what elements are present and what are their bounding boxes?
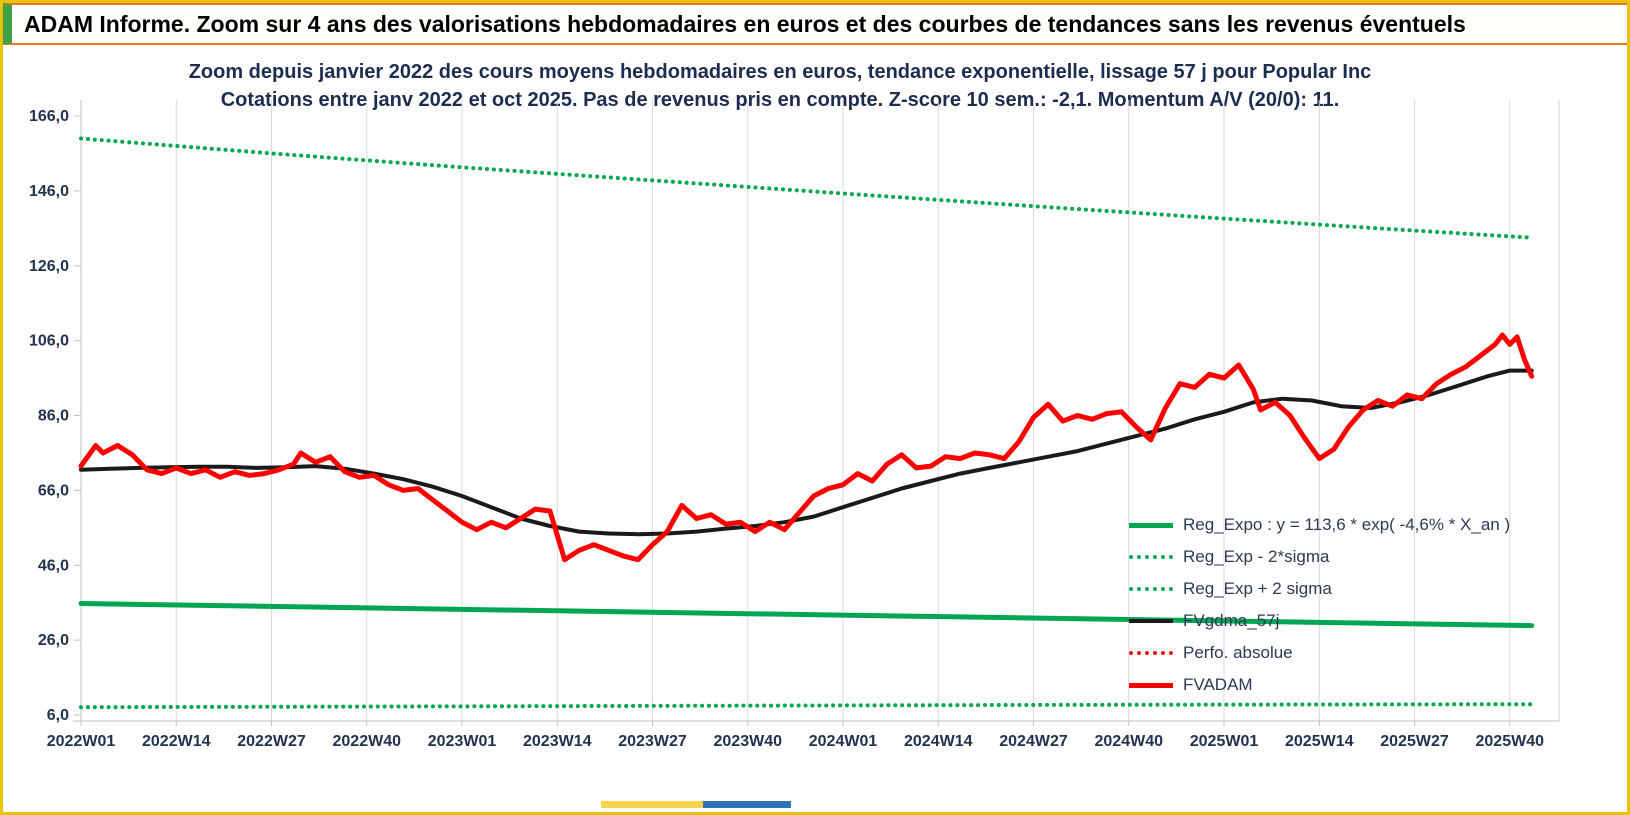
svg-text:2023W14: 2023W14 [523, 733, 592, 750]
svg-text:2025W40: 2025W40 [1476, 733, 1545, 750]
legend-item-reg-exp-minus-2sigma: Reg_Exp - 2*sigma [1129, 541, 1510, 573]
legend-label-perfo-absolue: Perfo. absolue [1183, 643, 1293, 662]
svg-text:106,0: 106,0 [29, 333, 69, 350]
legend-item-reg-exp-plus-2sigma: Reg_Exp + 2 sigma [1129, 573, 1510, 605]
legend-label-reg-exp-minus-2sigma: Reg_Exp - 2*sigma [1183, 547, 1330, 566]
svg-text:2025W01: 2025W01 [1190, 733, 1259, 750]
chart-area: Zoom depuis janvier 2022 des cours moyen… [3, 45, 1627, 808]
legend-item-fvgdma-57j: FVgdma_57j [1129, 605, 1510, 637]
green-dotted-line-sample [1129, 555, 1173, 559]
legend-label-fvgdma-57j: FVgdma_57j [1183, 611, 1280, 630]
svg-text:2022W14: 2022W14 [142, 733, 211, 750]
svg-text:46,0: 46,0 [38, 557, 69, 574]
legend-item-fvadam: FVADAM [1129, 669, 1510, 701]
price-trend-chart: 6,0 26,0 46,0 66,0 86,0 106,0 126,0 146,0 166,0 2… [29, 100, 1560, 750]
svg-text:166,0: 166,0 [29, 108, 69, 125]
svg-text:86,0: 86,0 [38, 408, 69, 425]
chart-legend: Reg_Expo : y = 113,6 * exp( -4,6% * X_an… [1129, 509, 1510, 701]
legend-item-perfo-absolue: Perfo. absolue [1129, 637, 1510, 669]
svg-text:2024W14: 2024W14 [904, 733, 973, 750]
green-dotted-line-sample [1129, 587, 1173, 591]
black-solid-line-sample [1129, 619, 1173, 623]
legend-item-reg-expo: Reg_Expo : y = 113,6 * exp( -4,6% * X_an… [1129, 509, 1510, 541]
chart-title-line1: Zoom depuis janvier 2022 des cours moyen… [188, 61, 1372, 83]
bottom-yellow-accent [601, 801, 703, 808]
svg-text:2022W40: 2022W40 [333, 733, 402, 750]
window-title: ADAM Informe. Zoom sur 4 ans des valoris… [24, 10, 1466, 37]
svg-text:66,0: 66,0 [38, 482, 69, 499]
svg-text:2024W01: 2024W01 [809, 733, 878, 750]
svg-text:126,0: 126,0 [29, 258, 69, 275]
svg-text:2023W01: 2023W01 [428, 733, 497, 750]
chart-title-line2: Cotations entre janv 2022 et oct 2025. P… [220, 89, 1340, 111]
green-solid-line-sample [1129, 522, 1173, 528]
svg-text:146,0: 146,0 [29, 183, 69, 200]
svg-text:2022W01: 2022W01 [47, 733, 116, 750]
svg-text:2024W27: 2024W27 [999, 733, 1068, 750]
bottom-scrollbar-thumb[interactable] [703, 801, 791, 808]
svg-text:2024W40: 2024W40 [1095, 733, 1164, 750]
svg-text:2023W27: 2023W27 [618, 733, 687, 750]
bottom-accent-bars [601, 801, 791, 808]
legend-label-reg-expo: Reg_Expo : y = 113,6 * exp( -4,6% * X_an… [1183, 515, 1511, 534]
legend-label-reg-exp-plus-2sigma: Reg_Exp + 2 sigma [1183, 579, 1332, 598]
svg-text:2025W27: 2025W27 [1380, 733, 1449, 750]
legend-label-fvadam: FVADAM [1183, 675, 1253, 694]
window-title-bar: ADAM Informe. Zoom sur 4 ans des valoris… [3, 3, 1627, 45]
svg-text:6,0: 6,0 [47, 707, 69, 724]
red-solid-line-sample [1129, 682, 1173, 688]
svg-text:26,0: 26,0 [38, 632, 69, 649]
svg-text:2025W14: 2025W14 [1285, 733, 1354, 750]
svg-text:2023W40: 2023W40 [714, 733, 783, 750]
svg-text:2022W27: 2022W27 [237, 733, 306, 750]
red-dotted-line-sample [1129, 651, 1173, 655]
